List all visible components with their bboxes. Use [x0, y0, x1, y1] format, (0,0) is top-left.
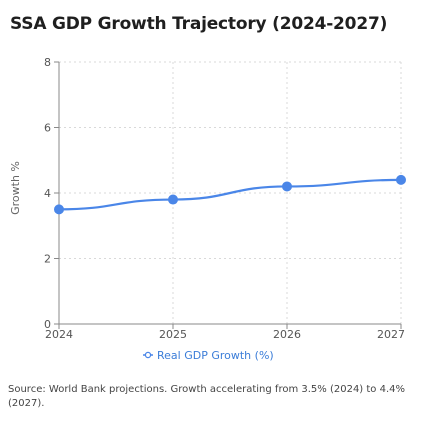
data-point[interactable]	[54, 204, 64, 215]
series-line	[57, 178, 403, 211]
x-tick-label: 2026	[273, 328, 301, 341]
legend-swatch-marker	[144, 351, 152, 359]
y-tick-label: 0	[44, 318, 51, 331]
x-tick-label: 2024	[45, 328, 73, 341]
data-point[interactable]	[282, 181, 292, 192]
chart-title: SSA GDP Growth Trajectory (2024-2027)	[10, 14, 388, 34]
tick-labels: 0 2 4 6 8 2024 2025 2026 2027	[44, 56, 405, 341]
data-points	[54, 174, 406, 215]
y-tick-label: 2	[44, 253, 51, 266]
y-tick-label: 4	[44, 187, 51, 200]
data-point[interactable]	[396, 174, 406, 185]
y-tick-label: 6	[44, 122, 51, 135]
x-tick-label: 2025	[159, 328, 187, 341]
legend-item[interactable]: Real GDP Growth (%)	[143, 349, 274, 362]
source-note: Source: World Bank projections. Growth a…	[8, 384, 406, 409]
axes	[54, 61, 402, 329]
x-tick-label: 2027	[377, 328, 405, 341]
series-lines	[57, 178, 403, 211]
legend-label: Real GDP Growth (%)	[157, 349, 274, 362]
y-axis-title: Growth %	[9, 161, 22, 215]
data-point[interactable]	[168, 194, 178, 205]
legend[interactable]: Real GDP Growth (%)	[143, 349, 274, 362]
y-tick-label: 8	[44, 56, 51, 69]
